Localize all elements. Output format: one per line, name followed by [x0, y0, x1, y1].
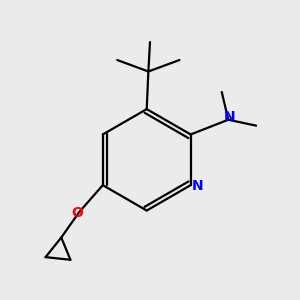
- Text: N: N: [192, 179, 204, 193]
- Text: N: N: [224, 110, 236, 124]
- Text: O: O: [71, 206, 83, 220]
